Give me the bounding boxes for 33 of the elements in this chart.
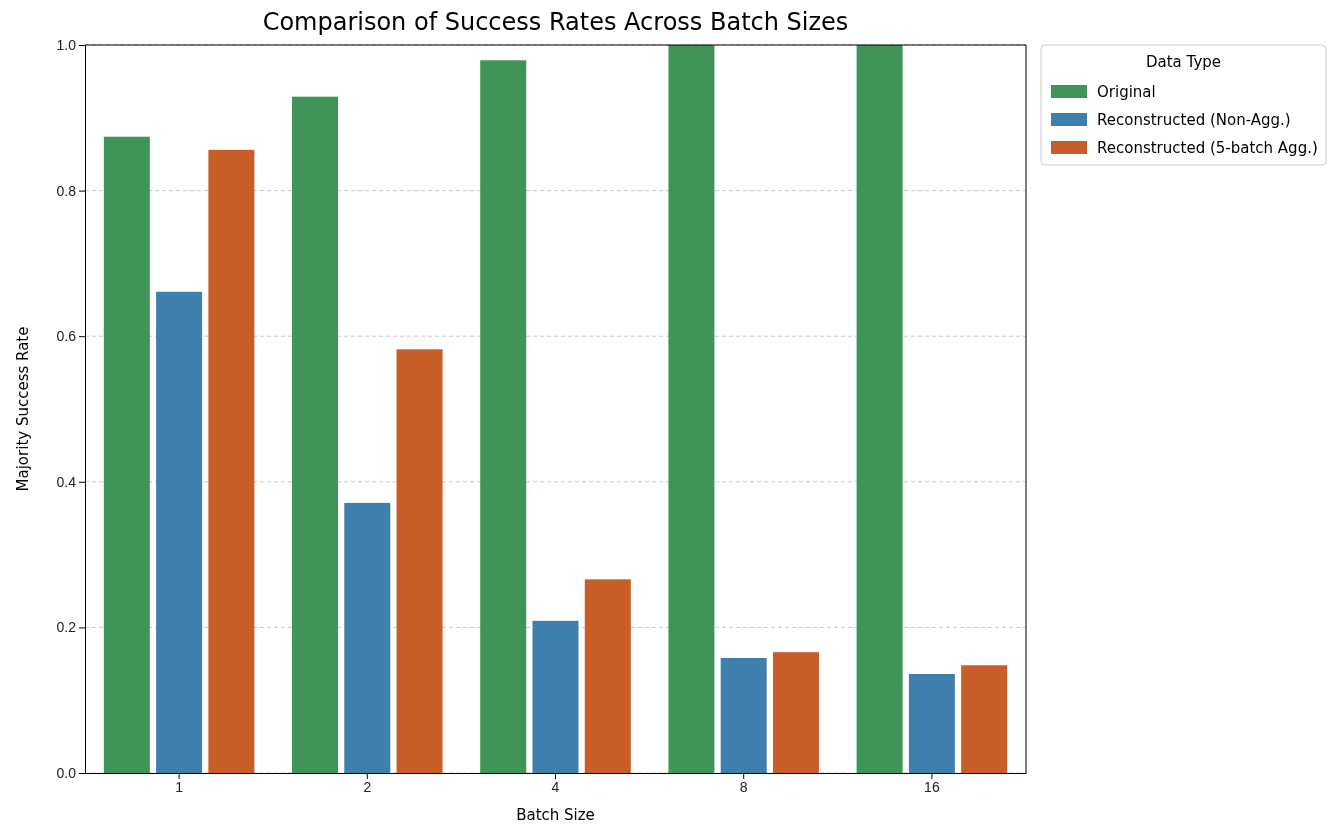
legend-label: Reconstructed (Non-Agg.) bbox=[1097, 111, 1291, 129]
x-tick-label: 16 bbox=[924, 778, 940, 795]
legend-label: Original bbox=[1097, 83, 1156, 101]
bar bbox=[208, 149, 255, 773]
y-tick-label: 0.0 bbox=[56, 764, 77, 781]
y-tick-label: 0.2 bbox=[56, 619, 77, 636]
bar bbox=[480, 60, 527, 773]
y-tick-label: 0.4 bbox=[56, 473, 77, 490]
x-tick-label: 8 bbox=[739, 778, 748, 795]
legend-label: Reconstructed (5-batch Agg.) bbox=[1097, 139, 1318, 157]
y-tick-label: 1.0 bbox=[56, 36, 77, 53]
bar bbox=[720, 657, 767, 773]
bar bbox=[856, 45, 903, 773]
x-tick-label: 4 bbox=[551, 778, 560, 795]
bar bbox=[772, 652, 819, 773]
bar bbox=[156, 291, 203, 773]
y-tick-label: 0.6 bbox=[56, 328, 77, 345]
bar bbox=[908, 673, 955, 773]
y-axis-title: Majority Success Rate bbox=[14, 326, 32, 492]
bar bbox=[396, 349, 443, 773]
bar bbox=[292, 96, 339, 773]
bar bbox=[584, 579, 631, 773]
bar bbox=[344, 502, 391, 773]
x-axis-title: Batch Size bbox=[516, 806, 595, 824]
x-tick-label: 2 bbox=[363, 778, 372, 795]
bar bbox=[103, 136, 150, 773]
chart-title: Comparison of Success Rates Across Batch Sizes bbox=[262, 8, 849, 36]
y-tick-label: 0.8 bbox=[56, 182, 77, 199]
x-tick-label: 1 bbox=[175, 778, 184, 795]
bar bbox=[961, 665, 1008, 773]
bar bbox=[532, 620, 579, 773]
legend-title: Data Type bbox=[1145, 53, 1222, 71]
bar bbox=[668, 45, 715, 773]
